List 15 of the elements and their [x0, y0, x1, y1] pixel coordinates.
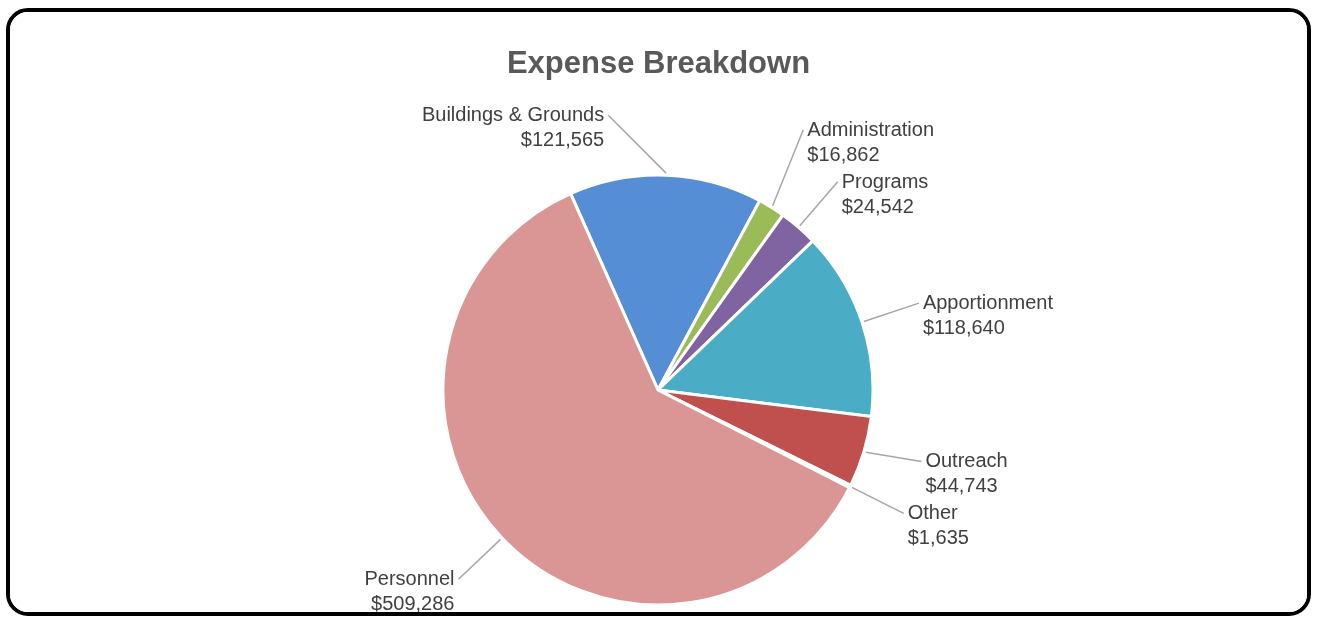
slice-label: Apportionment [922, 291, 1054, 314]
data-label: $118,640 [922, 316, 1005, 339]
slice-label: Other [907, 501, 959, 524]
chart-title: Expense Breakdown [506, 45, 811, 80]
data-label: $1,635 [907, 526, 969, 549]
data-label: $509,286 [371, 592, 455, 615]
slice-label: Programs [841, 169, 929, 192]
data-label: $16,862 [807, 142, 880, 165]
data-label: $24,542 [841, 194, 914, 217]
data-label: $44,743 [925, 474, 998, 497]
slice-label: Buildings & Grounds [421, 103, 605, 126]
slice-label: Personnel [364, 567, 455, 590]
slice-label: Administration [807, 117, 935, 140]
slice-label: Outreach [925, 449, 1008, 472]
data-label: $121,565 [520, 128, 605, 151]
